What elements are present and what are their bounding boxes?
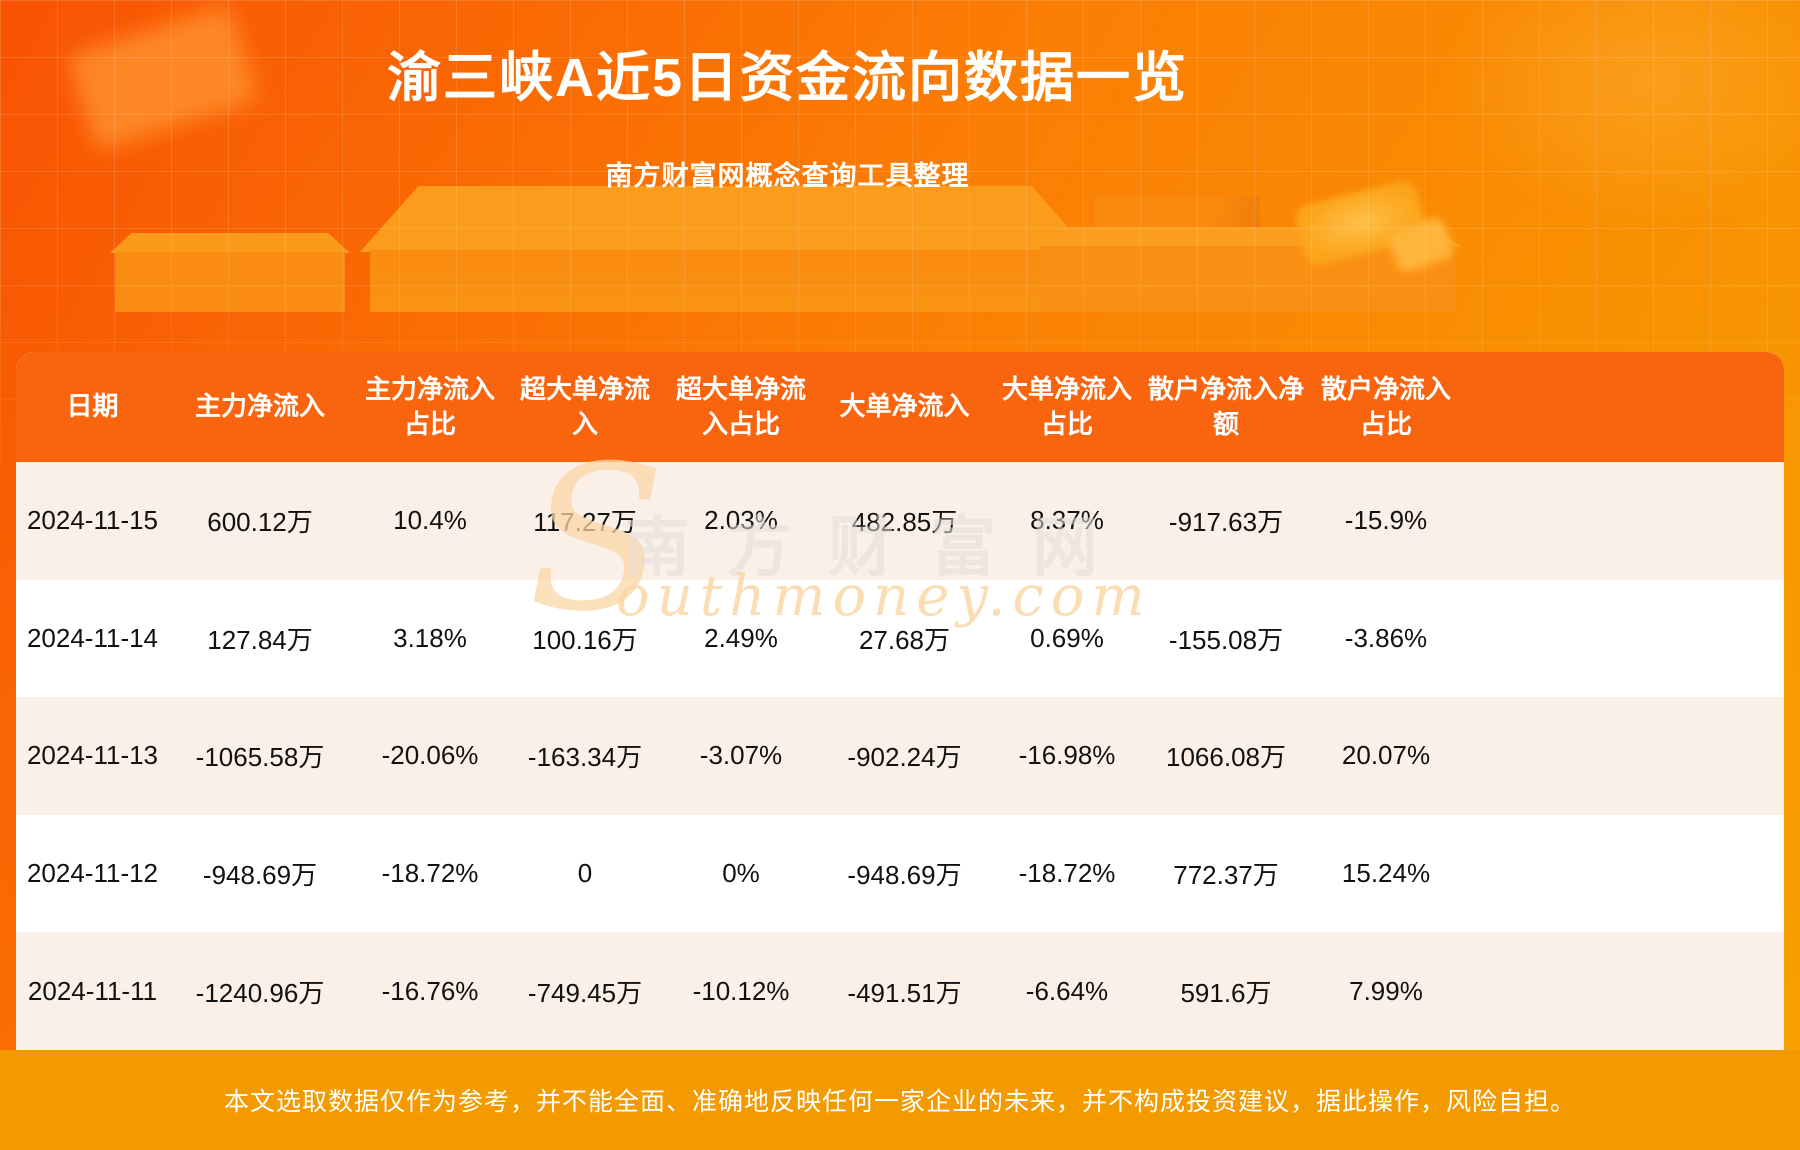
column-header-retail-net-inflow-pct: 散户净流入占比 bbox=[1320, 373, 1451, 439]
page-title: 渝三峡A近5日资金流向数据一览 bbox=[386, 48, 1189, 108]
table-cell: -163.34万 bbox=[527, 742, 643, 773]
table-cell: 1066.08万 bbox=[1166, 742, 1286, 773]
table-cell: 117.27万 bbox=[533, 507, 637, 538]
table-cell: -749.45万 bbox=[527, 977, 643, 1008]
table-cell: -18.72% bbox=[381, 858, 479, 889]
table-cell: -1240.96万 bbox=[195, 977, 325, 1008]
table-cell: 600.12万 bbox=[207, 507, 313, 538]
table-cell: -948.69万 bbox=[847, 860, 962, 891]
table-cell: -16.76% bbox=[381, 975, 479, 1006]
table-cell: 7.99% bbox=[1349, 975, 1423, 1006]
table-cell: 2024-11-13 bbox=[26, 740, 159, 771]
table-cell: 3.18% bbox=[393, 622, 467, 653]
column-header-main-net-inflow: 主力净流入 bbox=[194, 391, 325, 422]
table-cell: -948.69万 bbox=[202, 860, 318, 891]
table-row: 2024-11-14 127.84万 3.18% 100.16万 2.49% 2… bbox=[16, 579, 1784, 698]
table-cell: 20.07% bbox=[1341, 740, 1431, 771]
table-cell: -155.08万 bbox=[1168, 624, 1284, 655]
table-cell: 772.37万 bbox=[1173, 860, 1279, 891]
table-cell: -6.64% bbox=[1025, 975, 1109, 1006]
column-header-xl-order-net-inflow: 超大单净流入 bbox=[519, 373, 650, 439]
table-cell: -16.98% bbox=[1018, 740, 1116, 771]
decor-podium-left-top bbox=[110, 233, 350, 253]
table-cell: 482.85万 bbox=[851, 507, 958, 538]
table-row: 2024-11-12 -948.69万 -18.72% 0 0% -948.69… bbox=[16, 814, 1784, 933]
table-row: 2024-11-13 -1065.58万 -20.06% -163.34万 -3… bbox=[16, 697, 1784, 815]
table-cell: 0 bbox=[577, 858, 593, 889]
column-header-xl-order-net-inflow-pct: 超大单净流入占比 bbox=[675, 373, 806, 439]
table-row: 2024-11-11 -1240.96万 -16.76% -749.45万 -1… bbox=[16, 932, 1784, 1050]
table-cell: 2024-11-12 bbox=[26, 858, 159, 889]
table-header-row: 日期 主力净流入 主力净流入占比 超大单净流入 超大单净流入占比 大单净流入 大… bbox=[16, 352, 1784, 462]
page-subtitle: 南方财富网概念查询工具整理 bbox=[605, 161, 970, 191]
table-cell: 2024-11-11 bbox=[27, 975, 158, 1006]
table-cell: 2024-11-14 bbox=[26, 622, 159, 653]
table-cell: 0.69% bbox=[1030, 622, 1104, 653]
table-cell: -15.9% bbox=[1344, 505, 1428, 536]
table-cell: -917.63万 bbox=[1168, 507, 1284, 538]
decor-podium-left-front bbox=[115, 252, 345, 312]
header-block: 渝三峡A近5日资金流向数据一览 南方财富网概念查询工具整理 bbox=[0, 0, 1575, 193]
table-cell: 0% bbox=[722, 858, 760, 889]
table-cell: -3.86% bbox=[1344, 622, 1428, 653]
column-header-retail-net-inflow: 散户净流入净额 bbox=[1147, 373, 1304, 439]
table-cell: 15.24% bbox=[1341, 858, 1431, 889]
table-cell: -491.51万 bbox=[847, 977, 962, 1008]
table-cell: -10.12% bbox=[692, 975, 790, 1006]
table-cell: 127.84万 bbox=[207, 624, 313, 655]
table-cell: -20.06% bbox=[381, 740, 479, 771]
table-cell: -902.24万 bbox=[847, 742, 962, 773]
table-cell: -18.72% bbox=[1018, 858, 1116, 889]
disclaimer-text: 本文选取数据仅作为参考，并不能全面、准确地反映任何一家企业的未来，并不构成投资建… bbox=[223, 1088, 1576, 1116]
table-cell: 2024-11-15 bbox=[26, 505, 159, 536]
table-cell: -1065.58万 bbox=[195, 742, 325, 773]
decor-glow-top-right bbox=[1440, 0, 1800, 230]
table-cell: 100.16万 bbox=[532, 624, 638, 655]
column-header-large-order-net-inflow: 大单净流入 bbox=[839, 391, 970, 422]
table-cell: -3.07% bbox=[699, 740, 783, 771]
table-cell: 2.49% bbox=[704, 622, 778, 653]
table-cell: 591.6万 bbox=[1180, 977, 1272, 1008]
table-row: 2024-11-15 600.12万 10.4% 117.27万 2.03% 4… bbox=[16, 462, 1784, 580]
table-cell: 2.03% bbox=[704, 505, 778, 536]
table-cell: 8.37% bbox=[1030, 505, 1104, 536]
table-body: 2024-11-15 600.12万 10.4% 117.27万 2.03% 4… bbox=[16, 462, 1784, 1050]
fund-flow-table: 日期 主力净流入 主力净流入占比 超大单净流入 超大单净流入占比 大单净流入 大… bbox=[16, 352, 1784, 1050]
table-cell: 27.68万 bbox=[858, 624, 951, 655]
table-cell: 10.4% bbox=[393, 505, 467, 536]
column-header-main-net-inflow-pct: 主力净流入占比 bbox=[364, 373, 495, 439]
column-header-large-order-net-inflow-pct: 大单净流入占比 bbox=[1001, 373, 1132, 439]
disclaimer-bar: 本文选取数据仅作为参考，并不能全面、准确地反映任何一家企业的未来，并不构成投资建… bbox=[0, 1050, 1800, 1150]
decor-podium-center-front bbox=[370, 250, 1080, 312]
decor-podium-center-top bbox=[360, 186, 1090, 252]
column-header-date: 日期 bbox=[66, 391, 119, 422]
decor-podium-right-front bbox=[1040, 246, 1455, 312]
